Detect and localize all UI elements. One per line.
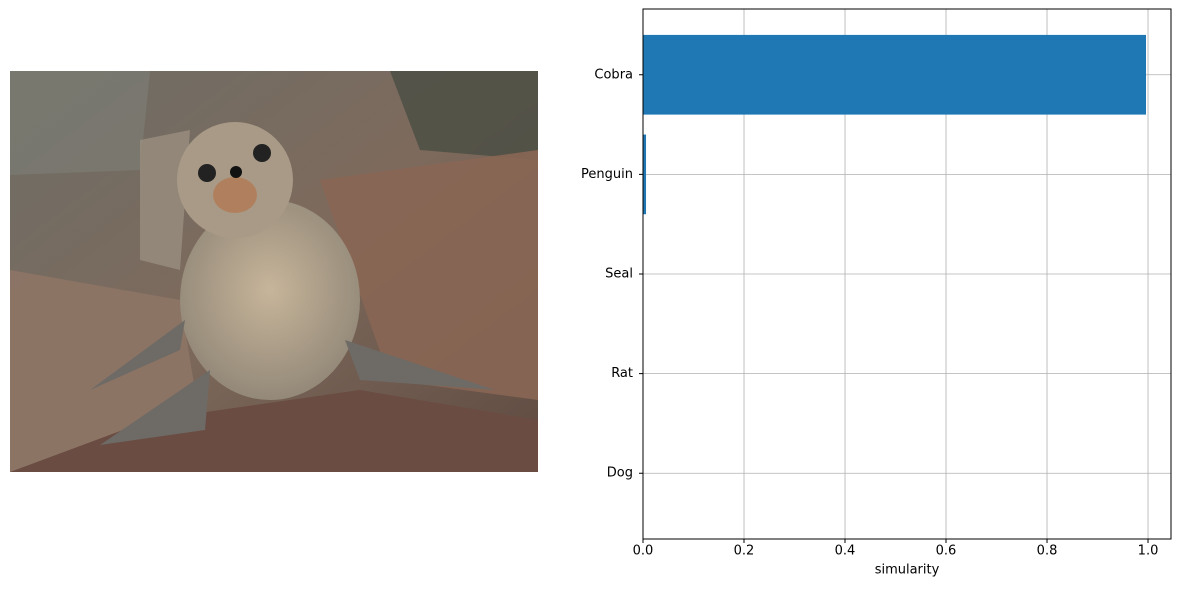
y-tick-label: Rat (611, 366, 633, 381)
x-tick-label: 1.0 (1138, 544, 1159, 559)
x-tick-label: 0.8 (1037, 544, 1058, 559)
x-tick-label: 0.6 (936, 544, 957, 559)
x-tick-label: 0.0 (633, 544, 654, 559)
x-axis-label: simularity (875, 563, 940, 578)
y-tick-label: Dog (607, 466, 633, 481)
marks (643, 34, 1147, 215)
x-tick-label: 0.2 (734, 544, 755, 559)
x-tick-label: 0.4 (835, 544, 856, 559)
y-tick-label: Cobra (594, 67, 633, 82)
bar (643, 134, 647, 215)
bar (643, 34, 1147, 115)
photo (10, 71, 538, 472)
y-tick-label: Penguin (581, 167, 633, 182)
y-tick-label: Seal (605, 267, 633, 282)
